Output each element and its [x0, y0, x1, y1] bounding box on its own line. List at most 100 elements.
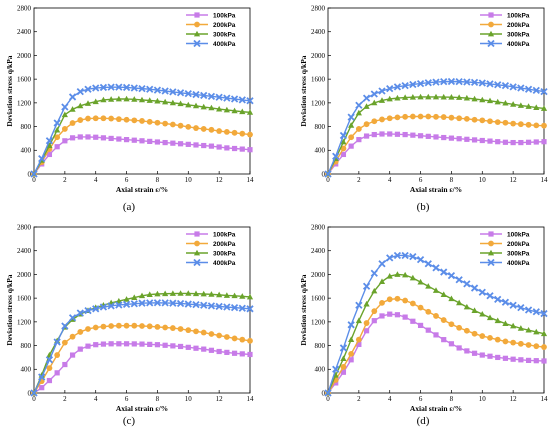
data-point	[340, 138, 347, 145]
data-point	[402, 271, 409, 278]
data-point	[463, 115, 470, 122]
data-point	[440, 77, 448, 86]
data-point	[231, 107, 238, 114]
data-point	[379, 313, 385, 319]
data-point	[340, 355, 347, 362]
series-400kPa	[30, 299, 254, 397]
data-point	[386, 254, 394, 262]
data-point	[533, 104, 540, 110]
data-point	[502, 119, 509, 126]
data-point	[425, 133, 431, 139]
data-point	[417, 304, 424, 311]
data-point	[448, 295, 455, 302]
data-point	[370, 90, 378, 98]
data-point	[54, 134, 61, 141]
data-point	[239, 336, 246, 343]
data-point	[193, 328, 199, 335]
data-point	[355, 126, 362, 132]
series-400kPa	[30, 83, 254, 178]
x-tick-label: 12	[510, 176, 518, 184]
data-point	[486, 314, 494, 321]
data-point	[46, 377, 53, 384]
data-point	[455, 77, 463, 86]
data-point	[409, 94, 416, 100]
data-point	[347, 321, 355, 329]
data-point	[46, 365, 53, 371]
y-axis-title: Deviation stress q/kPa	[5, 274, 14, 345]
data-point	[123, 322, 130, 329]
data-point	[456, 299, 463, 306]
series-200kPa	[325, 295, 547, 396]
data-point	[494, 317, 501, 324]
data-point	[363, 121, 370, 128]
x-tick-label: 8	[450, 395, 454, 403]
data-point	[108, 341, 114, 347]
data-point	[177, 290, 184, 296]
data-point	[146, 85, 154, 93]
data-point	[386, 115, 393, 122]
data-point	[456, 115, 463, 122]
data-point	[224, 145, 230, 151]
data-point	[424, 260, 432, 268]
data-point	[402, 94, 409, 100]
data-point	[425, 308, 432, 315]
data-point	[100, 323, 107, 330]
data-point	[479, 137, 485, 144]
data-point	[123, 341, 130, 347]
legend-marker	[193, 249, 201, 256]
data-point	[432, 78, 440, 86]
data-point	[339, 131, 348, 140]
data-point	[62, 361, 68, 368]
data-point	[409, 113, 416, 120]
data-point	[69, 106, 76, 112]
legend-marker	[193, 30, 201, 37]
x-tick-label: 12	[216, 176, 224, 184]
y-tick-label: 400	[315, 366, 326, 374]
data-point	[448, 341, 455, 347]
data-point	[440, 317, 447, 323]
x-tick-label: 8	[450, 176, 454, 184]
data-point	[355, 109, 362, 116]
data-point	[501, 82, 510, 90]
data-point	[455, 276, 463, 284]
data-point	[169, 88, 177, 96]
data-point	[231, 145, 238, 152]
data-point	[169, 121, 176, 128]
data-point	[495, 139, 501, 145]
data-point	[517, 303, 525, 312]
data-point	[340, 151, 347, 158]
data-point	[533, 343, 540, 350]
data-point	[246, 305, 254, 313]
data-point	[510, 322, 517, 329]
data-point	[486, 80, 494, 88]
data-point	[386, 273, 393, 279]
data-point	[99, 303, 108, 311]
y-tick-label: 0	[322, 389, 326, 397]
legend-marker	[194, 231, 200, 237]
data-point	[92, 98, 99, 105]
data-point	[208, 104, 215, 111]
legend-marker	[193, 39, 201, 48]
data-point	[185, 101, 192, 108]
data-point	[239, 293, 246, 299]
x-tick-label: 12	[510, 395, 518, 403]
data-point	[479, 96, 486, 103]
data-point	[401, 82, 409, 90]
y-tick-label: 1200	[17, 99, 32, 107]
data-point	[54, 370, 60, 376]
x-tick-label: 10	[185, 395, 193, 403]
data-point	[363, 320, 370, 326]
data-point	[371, 99, 378, 106]
data-point	[100, 96, 107, 103]
data-point	[417, 93, 424, 100]
data-point	[501, 298, 510, 306]
y-tick-label: 2000	[17, 52, 32, 60]
x-tick-label: 6	[125, 395, 129, 403]
data-point	[201, 142, 207, 149]
data-point	[470, 284, 479, 292]
data-point	[478, 288, 486, 296]
x-tick-label: 2	[357, 395, 361, 403]
data-point	[339, 344, 348, 352]
data-point	[409, 300, 416, 307]
data-point	[246, 293, 254, 300]
